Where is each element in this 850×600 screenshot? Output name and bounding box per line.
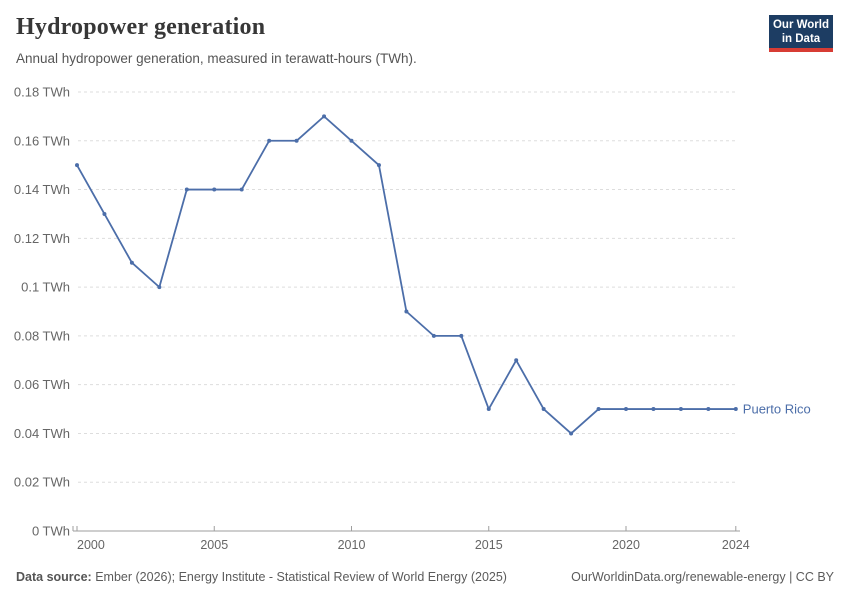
data-point (267, 138, 272, 143)
x-tick-label: 2000 (77, 538, 105, 552)
data-point (733, 407, 738, 412)
data-point (404, 309, 409, 314)
data-source-label: Data source: (16, 570, 92, 584)
data-source-text: Ember (2026); Energy Institute - Statist… (91, 570, 507, 584)
data-point (212, 187, 217, 192)
data-point (624, 407, 628, 412)
chart-header: Hydropower generation Annual hydropower … (16, 14, 834, 66)
data-point (569, 431, 574, 436)
chart-footer: Data source: Ember (2026); Energy Instit… (16, 570, 834, 584)
data-point (239, 187, 244, 192)
data-point (651, 407, 656, 412)
data-point (294, 138, 299, 143)
owid-logo-line1: Our World (772, 18, 829, 31)
owid-license-link[interactable]: OurWorldinData.org/renewable-energy | CC… (571, 570, 834, 584)
y-tick-label: 0.12 TWh (14, 231, 70, 246)
data-point (75, 163, 79, 168)
chart-title: Hydropower generation (16, 14, 266, 40)
data-point (376, 163, 381, 168)
x-tick-label: 2024 (722, 538, 750, 552)
data-point (514, 358, 519, 363)
series-line (76, 115, 736, 435)
data-source-note: Data source: Ember (2026); Energy Instit… (16, 570, 507, 584)
y-tick-label: 0.14 TWh (14, 182, 70, 197)
x-tick-label: 2010 (338, 538, 366, 552)
data-point (184, 187, 189, 192)
data-point (431, 333, 436, 338)
data-point (706, 407, 711, 412)
y-tick-label: 0.06 TWh (14, 377, 70, 392)
data-point (129, 260, 134, 265)
data-point (459, 333, 464, 338)
data-point (486, 407, 491, 412)
data-point (322, 114, 327, 119)
data-point (349, 138, 354, 143)
y-tick-label: 0.16 TWh (14, 133, 70, 148)
series-label: Puerto Rico (743, 402, 811, 417)
x-tick-label: 2015 (475, 538, 503, 552)
x-tick-label: 2005 (200, 538, 228, 552)
data-point (541, 407, 546, 412)
y-tick-label: 0.02 TWh (14, 475, 70, 490)
data-point (596, 407, 601, 412)
owid-logo-line2: in Data (781, 32, 821, 45)
data-point (102, 211, 107, 216)
y-tick-label: 0.04 TWh (14, 426, 70, 441)
chart-subtitle: Annual hydropower generation, measured i… (16, 51, 417, 66)
y-tick-label: 0.08 TWh (14, 328, 70, 343)
y-tick-label: 0.18 TWh (14, 85, 70, 100)
data-point (157, 285, 162, 290)
y-tick-label: 0.1 TWh (21, 280, 70, 295)
x-tick-label: 2020 (612, 538, 640, 552)
y-tick-label: 0 TWh (32, 524, 70, 539)
data-point (678, 407, 683, 412)
owid-logo[interactable]: Our World in Data (769, 15, 833, 52)
